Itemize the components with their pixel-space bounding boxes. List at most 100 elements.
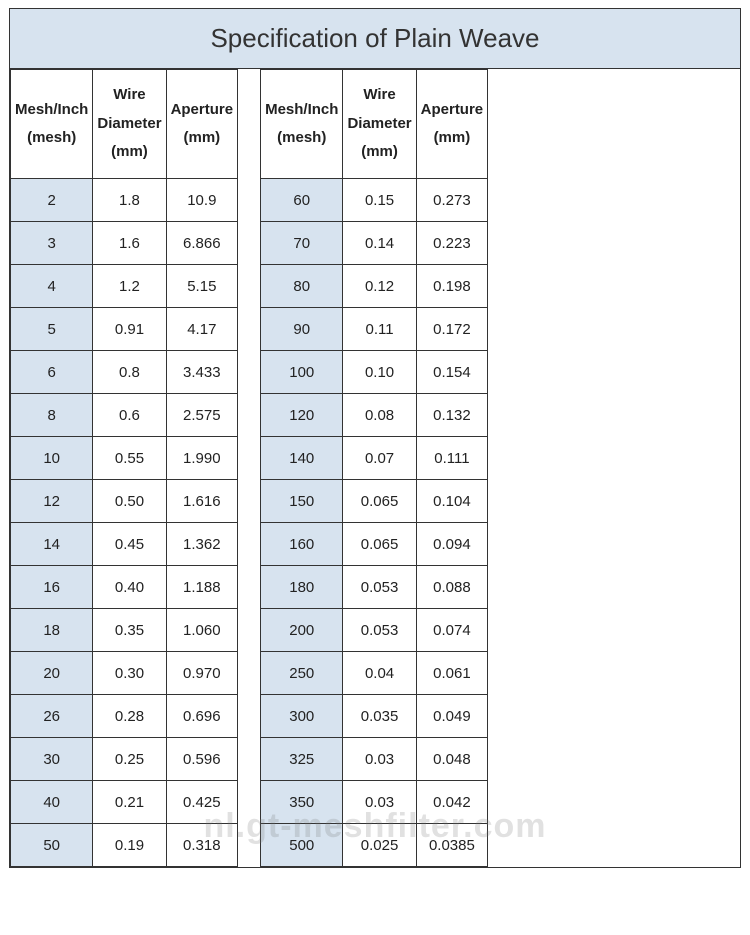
aperture-cell: 10.9 [166, 179, 238, 222]
gap-cell [238, 394, 261, 437]
col-wire-header-r: Wire Diameter (mm) [343, 70, 416, 179]
aperture-cell: 0.042 [416, 781, 488, 824]
wire-cell: 0.8 [93, 351, 166, 394]
col-aperture-header: Aperture (mm) [166, 70, 238, 179]
aperture-cell: 4.17 [166, 308, 238, 351]
table-row: 60.83.4331000.100.154 [11, 351, 488, 394]
gap-cell [238, 738, 261, 781]
table-row: 140.451.362 1600.0650.094 [11, 523, 488, 566]
gap-cell [238, 179, 261, 222]
wire-cell: 0.14 [343, 222, 416, 265]
table-row: 260.280.6963000.0350.049 [11, 695, 488, 738]
table-body: 21.810.9600.150.27331.66.866700.140.2234… [11, 179, 488, 867]
wire-cell: 0.11 [343, 308, 416, 351]
wire-cell: 0.08 [343, 394, 416, 437]
aperture-cell: 0.596 [166, 738, 238, 781]
mesh-cell: 180 [261, 566, 343, 609]
table-row: 100.551.9901400.070.111 [11, 437, 488, 480]
wire-cell: 0.035 [343, 695, 416, 738]
aperture-cell: 0.154 [416, 351, 488, 394]
gap-cell [238, 480, 261, 523]
wire-cell: 0.053 [343, 566, 416, 609]
table-row: 31.66.866700.140.223 [11, 222, 488, 265]
aperture-cell: 1.362 [166, 523, 238, 566]
wire-cell: 0.35 [93, 609, 166, 652]
gap-cell [238, 652, 261, 695]
mesh-cell: 160 [261, 523, 343, 566]
gap-cell [238, 781, 261, 824]
aperture-cell: 2.575 [166, 394, 238, 437]
mesh-cell: 14 [11, 523, 93, 566]
wire-cell: 0.04 [343, 652, 416, 695]
aperture-cell: 5.15 [166, 265, 238, 308]
aperture-cell: 0.048 [416, 738, 488, 781]
wire-cell: 0.07 [343, 437, 416, 480]
gap-cell [238, 265, 261, 308]
wire-cell: 0.065 [343, 523, 416, 566]
wire-cell: 0.15 [343, 179, 416, 222]
table-row: 41.25.15800.120.198 [11, 265, 488, 308]
wire-cell: 0.28 [93, 695, 166, 738]
wire-cell: 1.2 [93, 265, 166, 308]
wire-cell: 0.025 [343, 824, 416, 867]
table-row: 200.300.9702500.040.061 [11, 652, 488, 695]
wire-cell: 0.065 [343, 480, 416, 523]
gap-cell [238, 523, 261, 566]
aperture-cell: 3.433 [166, 351, 238, 394]
table-title: Specification of Plain Weave [10, 9, 740, 69]
mesh-cell: 2 [11, 179, 93, 222]
wire-cell: 0.45 [93, 523, 166, 566]
aperture-cell: 0.273 [416, 179, 488, 222]
table-row: 300.250.5963250.030.048 [11, 738, 488, 781]
aperture-cell: 0.425 [166, 781, 238, 824]
wire-cell: 0.10 [343, 351, 416, 394]
mesh-cell: 40 [11, 781, 93, 824]
aperture-cell: 0.104 [416, 480, 488, 523]
mesh-cell: 100 [261, 351, 343, 394]
table-row: 21.810.9600.150.273 [11, 179, 488, 222]
mesh-cell: 70 [261, 222, 343, 265]
mesh-cell: 500 [261, 824, 343, 867]
wire-cell: 1.6 [93, 222, 166, 265]
gap-column [238, 70, 261, 179]
wire-cell: 0.40 [93, 566, 166, 609]
wire-cell: 0.053 [343, 609, 416, 652]
table-row: 50.914.17900.110.172 [11, 308, 488, 351]
aperture-cell: 0.223 [416, 222, 488, 265]
aperture-cell: 0.088 [416, 566, 488, 609]
gap-cell [238, 695, 261, 738]
wire-cell: 0.25 [93, 738, 166, 781]
table-row: 500.190.3185000.0250.0385 [11, 824, 488, 867]
gap-cell [238, 351, 261, 394]
gap-cell [238, 566, 261, 609]
aperture-cell: 0.094 [416, 523, 488, 566]
tables-row: Mesh/Inch (mesh) Wire Diameter (mm) Aper… [10, 69, 740, 867]
aperture-cell: 0.074 [416, 609, 488, 652]
col-wire-header: Wire Diameter (mm) [93, 70, 166, 179]
aperture-cell: 0.696 [166, 695, 238, 738]
mesh-cell: 8 [11, 394, 93, 437]
aperture-cell: 0.061 [416, 652, 488, 695]
header-row: Mesh/Inch (mesh) Wire Diameter (mm) Aper… [11, 70, 488, 179]
mesh-cell: 26 [11, 695, 93, 738]
table-row: 400.210.4253500.030.042 [11, 781, 488, 824]
mesh-cell: 5 [11, 308, 93, 351]
wire-cell: 0.55 [93, 437, 166, 480]
mesh-cell: 90 [261, 308, 343, 351]
col-mesh-header: Mesh/Inch (mesh) [11, 70, 93, 179]
wire-cell: 0.03 [343, 738, 416, 781]
mesh-cell: 120 [261, 394, 343, 437]
mesh-cell: 325 [261, 738, 343, 781]
mesh-cell: 150 [261, 480, 343, 523]
table-row: 160.401.1881800.0530.088 [11, 566, 488, 609]
mesh-cell: 250 [261, 652, 343, 695]
wire-cell: 0.03 [343, 781, 416, 824]
aperture-cell: 0.970 [166, 652, 238, 695]
aperture-cell: 1.060 [166, 609, 238, 652]
gap-cell [238, 437, 261, 480]
wire-cell: 0.19 [93, 824, 166, 867]
table-row: 80.62.5751200.080.132 [11, 394, 488, 437]
aperture-cell: 0.318 [166, 824, 238, 867]
table-row: 120.501.6161500.0650.104 [11, 480, 488, 523]
gap-cell [238, 609, 261, 652]
